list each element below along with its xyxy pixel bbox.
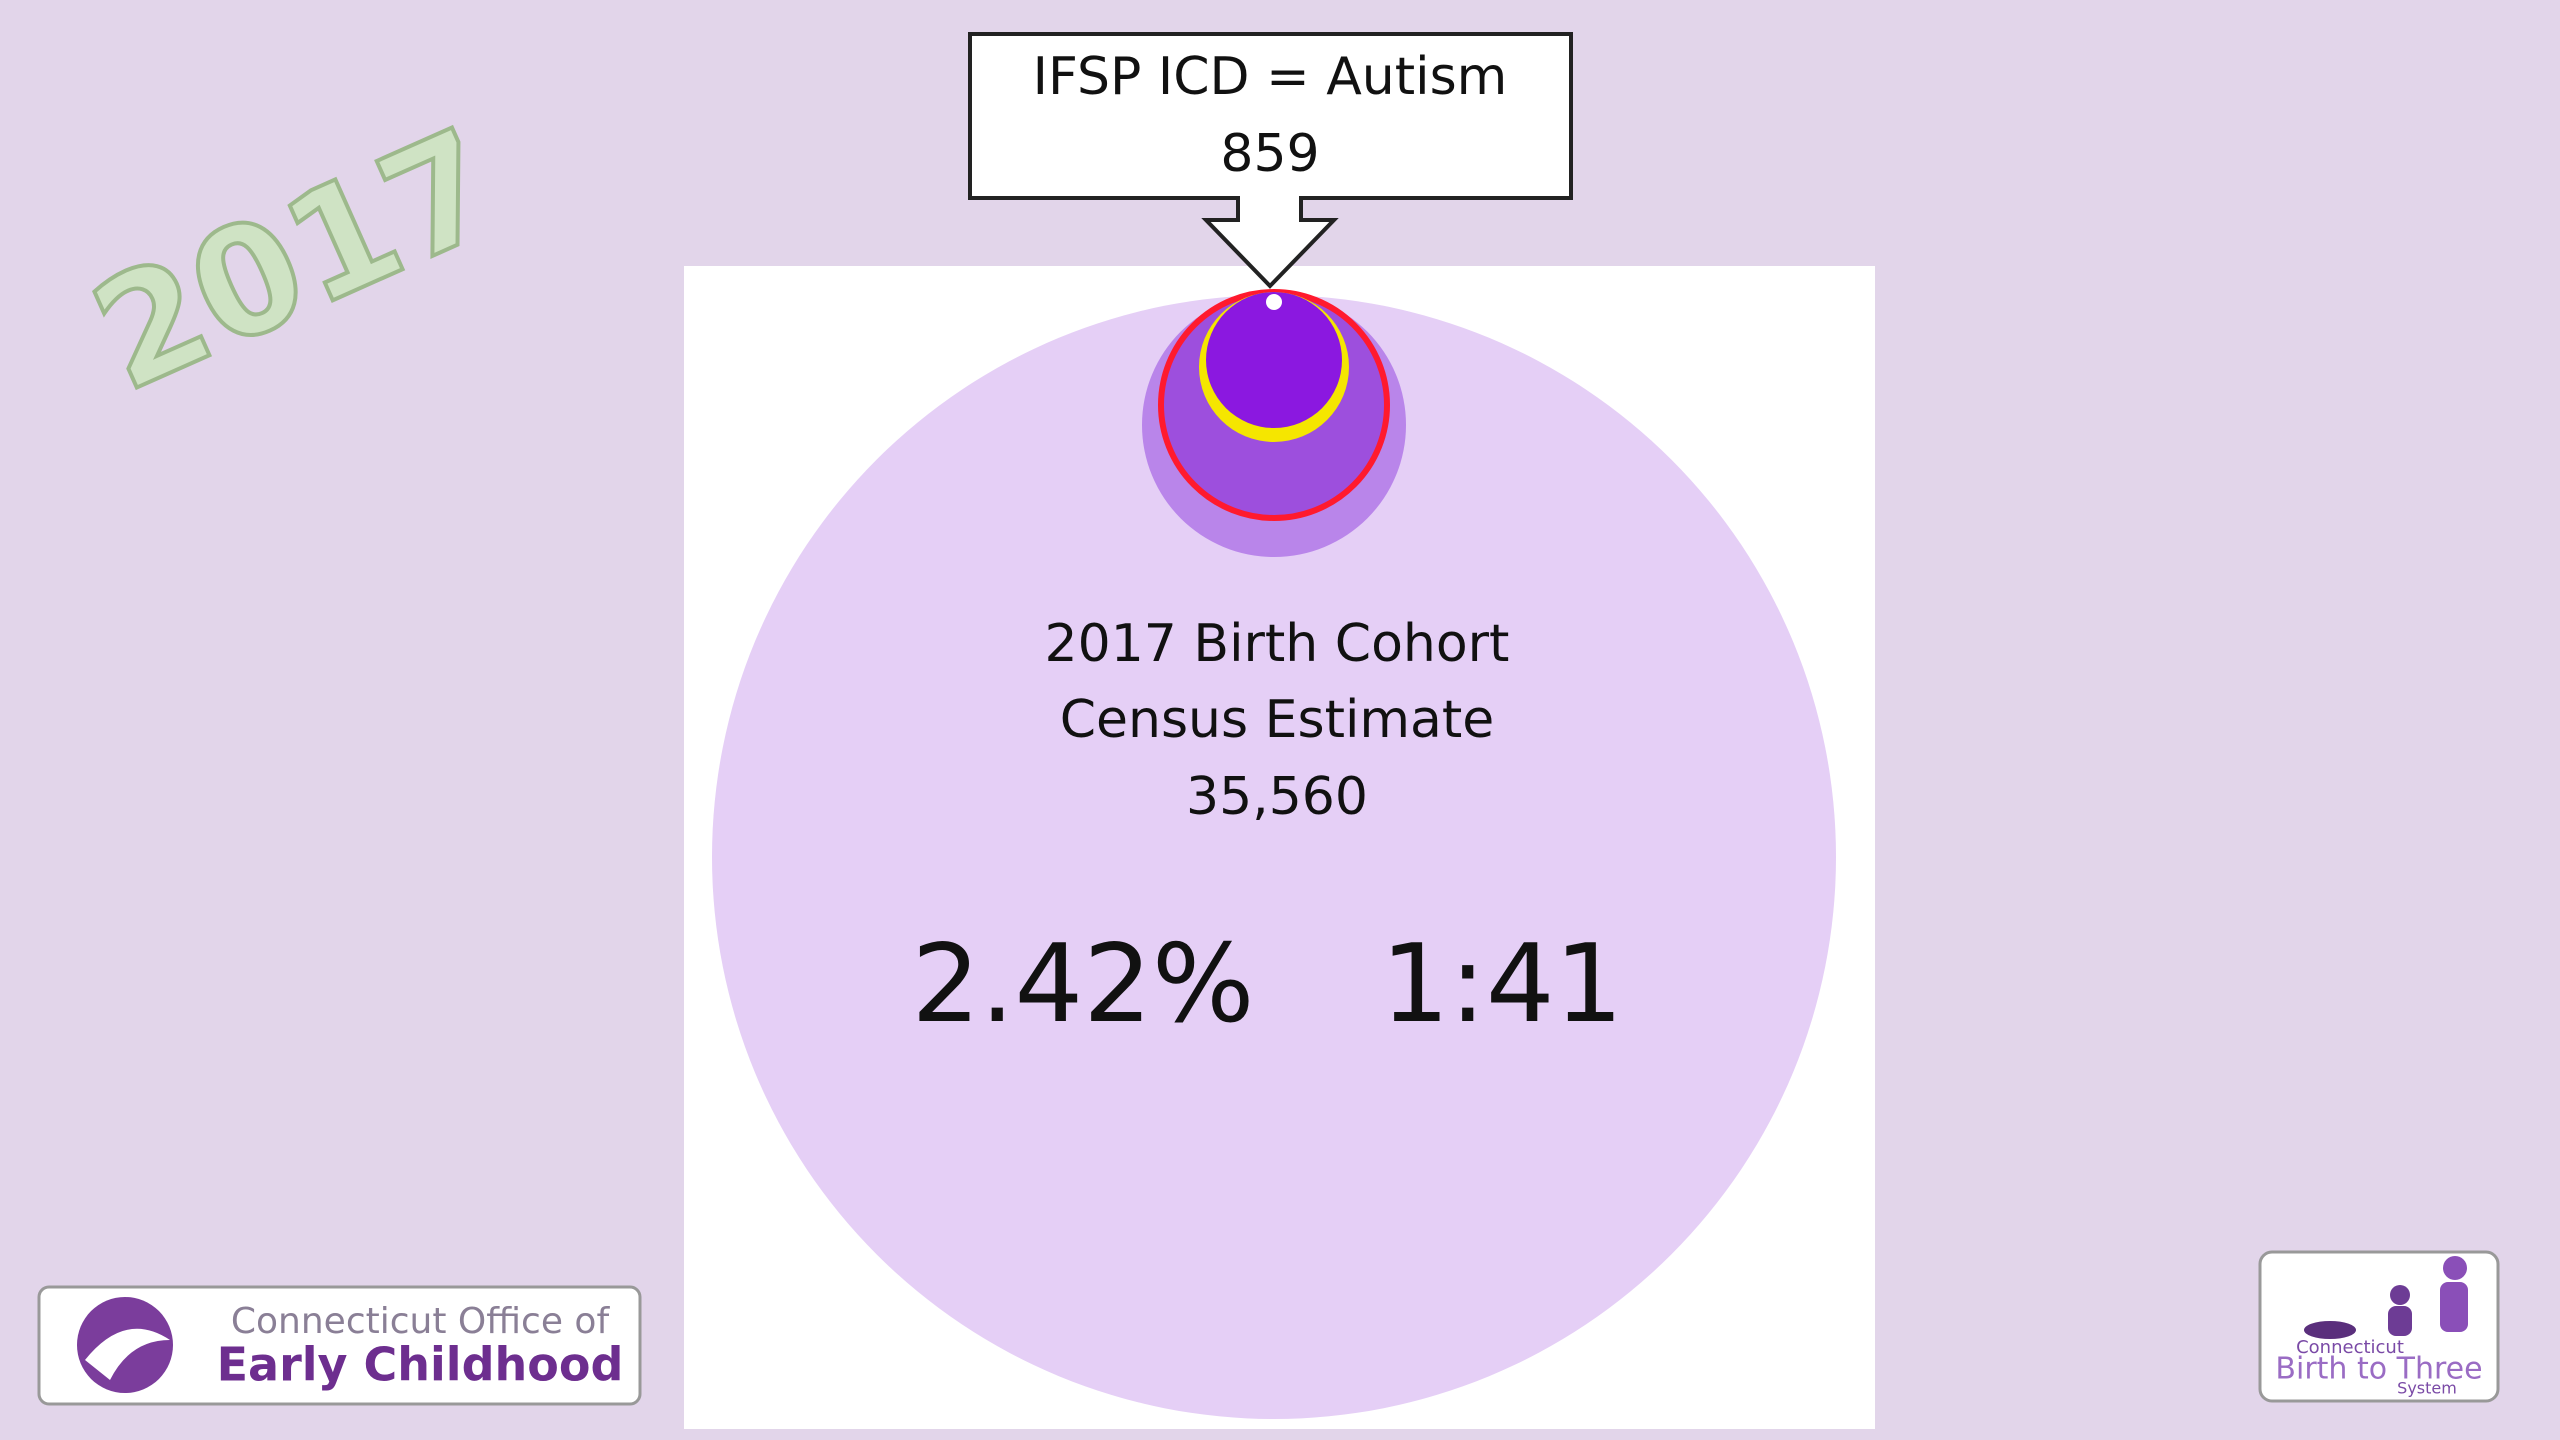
circle-line: 2017 Birth Cohort bbox=[1045, 614, 1510, 674]
logo-text: System bbox=[2397, 1379, 2457, 1398]
callout-arrow bbox=[1201, 196, 1339, 289]
percent: 2.42% bbox=[911, 922, 1254, 1047]
logo-figure bbox=[2440, 1282, 2468, 1332]
logo-frame bbox=[2258, 1250, 2500, 1403]
logo-text: Connecticut Office of bbox=[231, 1301, 611, 1342]
ratio: 1:41 bbox=[1381, 922, 1624, 1047]
population-circle bbox=[712, 295, 1836, 1419]
logo-text: Connecticut bbox=[2296, 1337, 2404, 1358]
logo-text: Early Childhood bbox=[217, 1338, 624, 1392]
logo-hand bbox=[85, 1328, 170, 1380]
b23-logo: Connecticut Birth to Three System bbox=[2258, 1250, 2500, 1403]
dot bbox=[1266, 294, 1282, 310]
logo-figure bbox=[2390, 1285, 2410, 1305]
logo-figure bbox=[2304, 1321, 2356, 1339]
oec-logo: Connecticut Office of Early Childhood bbox=[37, 1285, 642, 1406]
callout-value: 859 bbox=[1220, 124, 1319, 184]
logo-frame bbox=[37, 1285, 642, 1406]
autism-circle bbox=[1206, 292, 1342, 428]
circle-line: Census Estimate bbox=[1060, 690, 1495, 750]
logo-text: Birth to Three bbox=[2275, 1352, 2482, 1387]
circle-line: 35,560 bbox=[1186, 767, 1368, 827]
callout-join bbox=[1240, 192, 1299, 204]
logo-figure bbox=[2388, 1306, 2412, 1336]
callout-title: IFSP ICD = Autism bbox=[1033, 47, 1508, 107]
logo-figure bbox=[2443, 1256, 2467, 1280]
